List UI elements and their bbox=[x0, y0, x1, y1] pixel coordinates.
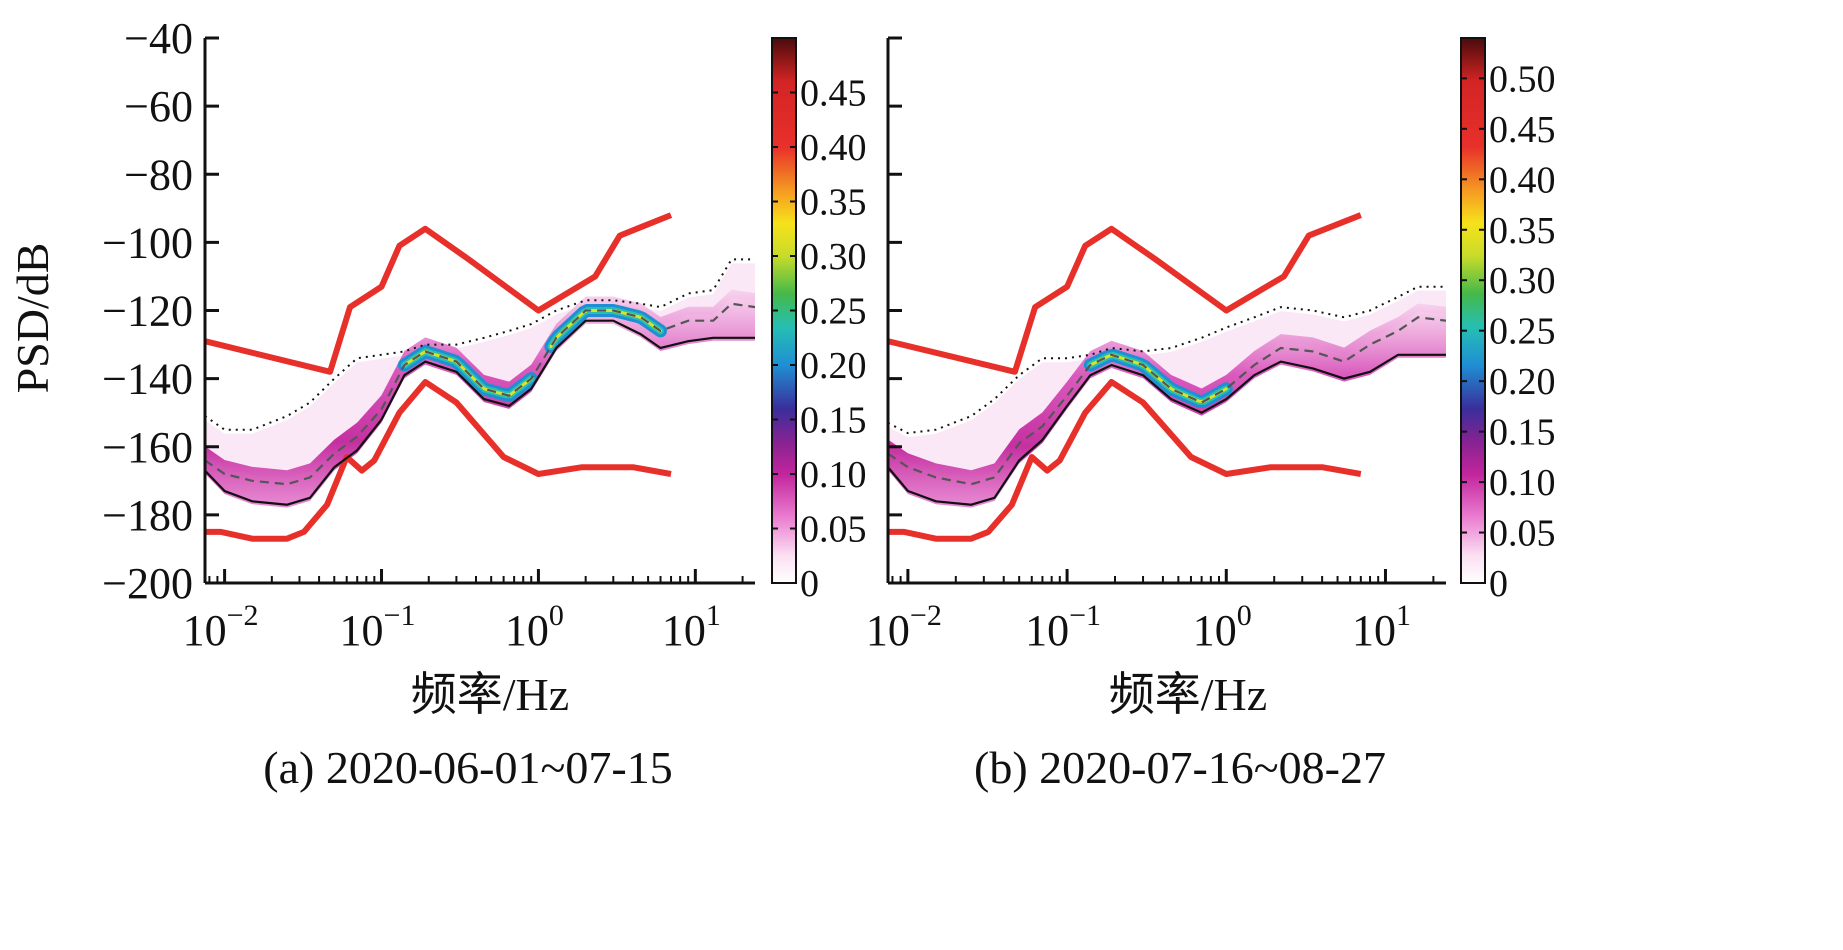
axes-b: 10−2 10−1 100 101 bbox=[866, 36, 1446, 655]
colorbar-tick-label: 0 bbox=[1489, 563, 1508, 605]
curve-layer-a bbox=[204, 212, 756, 542]
series-nhnm bbox=[204, 212, 673, 375]
colorbar-tick-label: 0.10 bbox=[1489, 462, 1556, 504]
series-nhnm bbox=[887, 212, 1362, 375]
colorbar-tick-label: 0.35 bbox=[800, 182, 867, 224]
heatmap-haze bbox=[205, 263, 755, 479]
colorbar-gradient bbox=[1460, 37, 1486, 584]
colorbar-a: 0 0.05 0.10 0.15 0.20 0.25 0.30 0.35 0.40 0.45 bbox=[771, 37, 867, 605]
colorbar-tick-label: 0.25 bbox=[1489, 311, 1556, 353]
y-tick-label: −80 bbox=[124, 150, 193, 199]
colorbar-tick-label: 0.35 bbox=[1489, 210, 1556, 252]
x-tick-label: 100 bbox=[505, 599, 564, 655]
colorbar-tick-label: 0.20 bbox=[1489, 361, 1556, 403]
series-nlnm bbox=[205, 379, 672, 542]
series-nlnm bbox=[888, 379, 1362, 542]
y-tick-label: −200 bbox=[102, 559, 193, 608]
colorbar-tick-label: 0.30 bbox=[800, 236, 867, 278]
colorbar-tick-label: 0.45 bbox=[800, 73, 867, 115]
colorbar-tick-label: 0 bbox=[800, 563, 819, 605]
panel-label-a: (a) 2020-06-01~07-15 bbox=[263, 742, 672, 793]
colorbar-b: 0 0.05 0.10 0.15 0.20 0.25 0.30 0.35 0.40 0.45 0.5… bbox=[1460, 37, 1556, 605]
x-tick-label: 100 bbox=[1193, 599, 1252, 655]
y-tick-label: −120 bbox=[102, 287, 193, 336]
colorbar-tick-label: 0.05 bbox=[1489, 513, 1556, 555]
y-tick-label: −160 bbox=[102, 423, 193, 472]
colorbar-tick-label: 0.20 bbox=[800, 345, 867, 387]
panel-b: 10−2 10−1 100 101 0 0.05 0.10 0.15 0.20 0.25 0.30… bbox=[866, 36, 1556, 793]
colorbar-tick-label: 0.10 bbox=[800, 454, 867, 496]
colorbar-tick-label: 0.15 bbox=[800, 400, 867, 442]
x-tick-label: 10−1 bbox=[340, 599, 416, 655]
colorbar-tick-label: 0.05 bbox=[800, 509, 867, 551]
colorbar-tick-label: 0.30 bbox=[1489, 260, 1556, 302]
series-upper-percentile bbox=[887, 285, 1446, 435]
y-tick-label: −100 bbox=[102, 218, 193, 267]
heatmap-layer-b bbox=[888, 290, 1446, 508]
panel-label-b: (b) 2020-07-16~08-27 bbox=[974, 742, 1386, 793]
x-tick-label: 10−2 bbox=[866, 599, 942, 655]
colorbar-tick-label: 0.50 bbox=[1489, 58, 1556, 100]
colorbar-tick-label: 0.45 bbox=[1489, 109, 1556, 151]
heatmap-band bbox=[205, 289, 755, 508]
y-tick-label: −40 bbox=[124, 14, 193, 63]
heatmap-band bbox=[888, 303, 1446, 508]
colorbar-tick-label: 0.15 bbox=[1489, 412, 1556, 454]
y-tick-label: −60 bbox=[124, 82, 193, 131]
x-tick-label: 101 bbox=[662, 599, 721, 655]
colorbar-tick-label: 0.25 bbox=[800, 291, 867, 333]
curve-layer-b bbox=[887, 212, 1447, 542]
colorbar-tick-label: 0.40 bbox=[1489, 159, 1556, 201]
y-tick-label: −140 bbox=[102, 355, 193, 404]
series-upper-percentile bbox=[204, 258, 755, 431]
x-axis-title-b: 频率/Hz bbox=[1109, 669, 1267, 720]
x-tick-label: 101 bbox=[1352, 599, 1411, 655]
series-lower-percentile bbox=[204, 319, 755, 506]
y-tick-label: −180 bbox=[102, 491, 193, 540]
series-mode bbox=[887, 316, 1447, 486]
series-mode bbox=[204, 302, 756, 486]
series-lower-percentile bbox=[887, 353, 1446, 506]
x-axis-title-a: 频率/Hz bbox=[411, 669, 569, 720]
y-axis-title: PSD/dB bbox=[7, 243, 58, 394]
x-tick-label: 10−1 bbox=[1025, 599, 1101, 655]
x-tick-label: 10−2 bbox=[183, 599, 259, 655]
colorbar-tick-label: 0.40 bbox=[800, 127, 867, 169]
